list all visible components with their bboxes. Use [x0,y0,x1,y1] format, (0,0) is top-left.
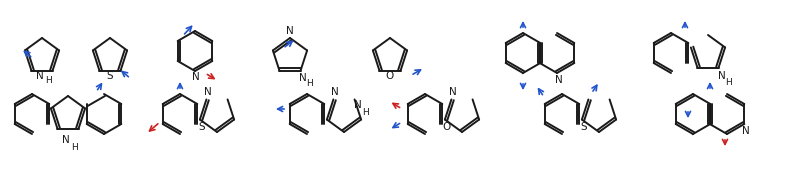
Text: H: H [306,79,313,88]
Text: S: S [106,71,114,81]
Text: H: H [70,142,78,152]
Text: S: S [581,122,587,131]
Text: N: N [555,75,563,85]
Text: N: N [449,87,456,97]
Text: H: H [45,76,51,85]
Text: H: H [726,78,732,87]
Text: O: O [386,71,394,81]
Text: N: N [742,126,750,136]
Text: N: N [203,87,211,97]
Text: N: N [298,73,306,83]
Text: N: N [286,26,294,36]
Text: O: O [442,122,451,131]
Text: N: N [718,71,726,81]
Text: H: H [362,108,369,117]
Text: N: N [192,72,200,82]
Text: N: N [36,71,44,81]
Text: N: N [330,87,338,97]
Text: S: S [198,122,205,131]
Text: N: N [354,100,362,110]
Text: N: N [62,135,70,145]
